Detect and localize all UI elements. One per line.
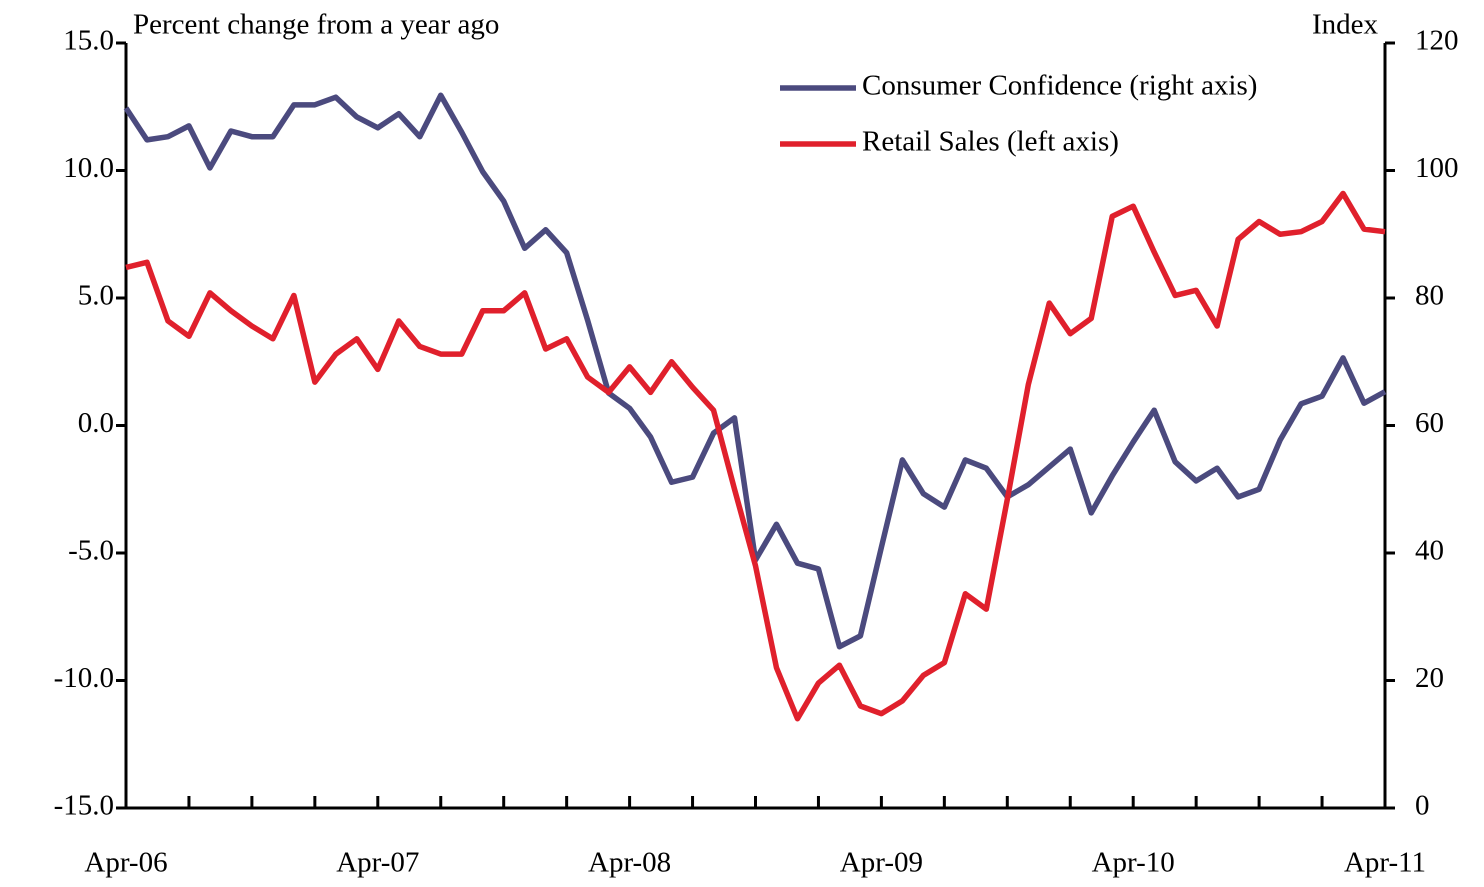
y2-axis-label: Index — [1312, 9, 1379, 41]
x-tick-label: Apr-07 — [336, 847, 419, 879]
y2-tick-label: 120 — [1415, 25, 1459, 57]
y2-tick-label: 60 — [1415, 407, 1444, 439]
y-tick-label: -5.0 — [68, 535, 114, 567]
legend-label: Retail Sales (left axis) — [862, 126, 1119, 158]
y2-tick-label: 20 — [1415, 662, 1444, 694]
y-tick-label: 0.0 — [78, 407, 114, 439]
series-line — [125, 190, 1386, 722]
y-axis-label: Percent change from a year ago — [133, 9, 499, 41]
y-tick-label: -15.0 — [54, 790, 114, 822]
y2-tick-label: 100 — [1415, 152, 1459, 184]
y-tick-label: -10.0 — [54, 662, 114, 694]
y-tick-label: 5.0 — [78, 280, 114, 312]
x-tick-label: Apr-11 — [1344, 847, 1426, 879]
x-tick-label: Apr-09 — [840, 847, 923, 879]
x-tick-label: Apr-08 — [588, 847, 671, 879]
x-tick-label: Apr-10 — [1092, 847, 1175, 879]
y-tick-label: 15.0 — [63, 25, 114, 57]
y2-tick-label: 80 — [1415, 280, 1444, 312]
y-tick-label: 10.0 — [63, 152, 114, 184]
y2-tick-label: 0 — [1415, 790, 1430, 822]
legend-label: Consumer Confidence (right axis) — [862, 70, 1257, 102]
x-tick-label: Apr-06 — [84, 847, 167, 879]
y2-tick-label: 40 — [1415, 535, 1444, 567]
